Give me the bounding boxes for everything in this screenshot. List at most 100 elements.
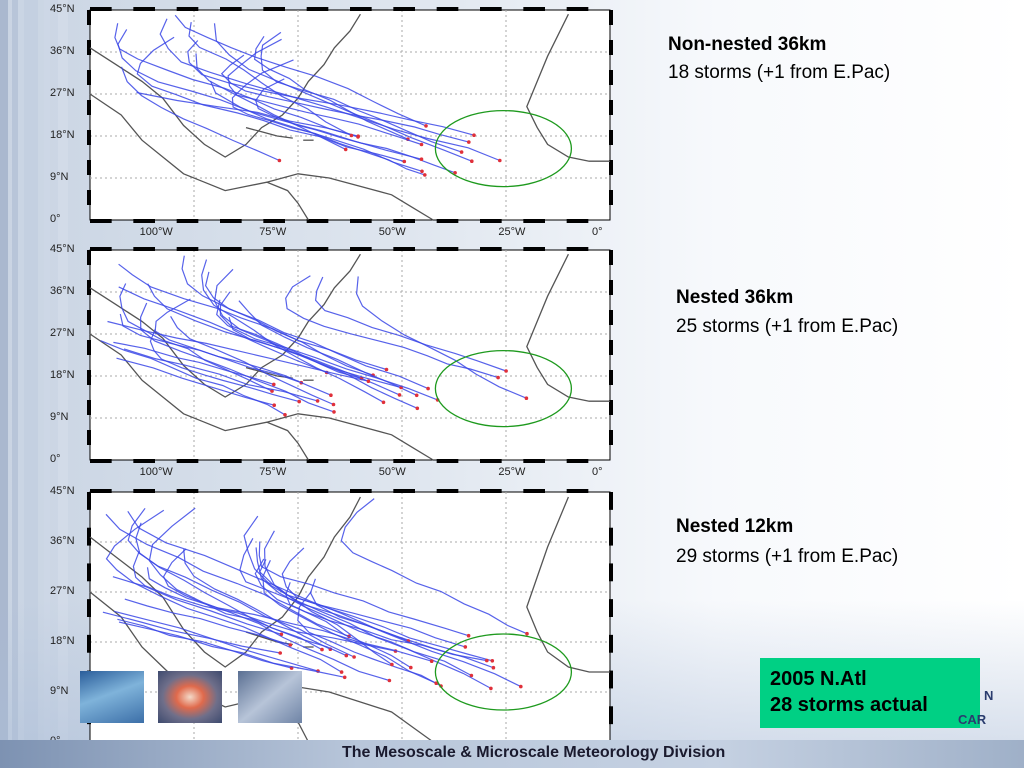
border-tick — [523, 7, 545, 11]
coastline — [526, 13, 610, 162]
storm-genesis-point — [489, 686, 493, 691]
border-tick — [87, 130, 91, 145]
border-tick — [350, 247, 372, 251]
actual-line-2: 28 storms actual — [770, 694, 928, 716]
border-tick — [220, 247, 242, 251]
longitude-label: 25°W — [498, 226, 526, 238]
storm-track — [123, 348, 318, 402]
border-tick — [306, 459, 329, 463]
storm-track — [262, 559, 437, 684]
border-tick — [87, 370, 91, 385]
border-tick — [523, 489, 545, 493]
border-tick — [263, 459, 285, 463]
storm-genesis-point — [472, 133, 476, 137]
hurricane-eye-image-icon — [158, 671, 222, 723]
storm-track — [136, 91, 359, 137]
latitude-label: 36°N — [50, 285, 75, 297]
border-tick — [306, 489, 329, 493]
storm-track — [188, 22, 352, 137]
storm-track — [105, 509, 342, 673]
storm-genesis-point — [419, 142, 424, 147]
storm-track — [127, 507, 355, 658]
border-tick — [480, 247, 502, 251]
longitude-label: 100°W — [139, 466, 173, 478]
storm-genesis-point — [426, 386, 430, 391]
border-tick — [609, 130, 613, 145]
storm-genesis-point — [424, 124, 428, 128]
panel-3-title: Nested 12km — [676, 516, 794, 537]
storm-genesis-point — [490, 659, 495, 663]
border-tick — [436, 247, 459, 251]
border-tick — [90, 247, 112, 251]
storm-track — [253, 35, 409, 140]
longitude-label: 100°W — [139, 226, 173, 238]
border-tick — [133, 219, 155, 223]
storm-genesis-point — [343, 147, 348, 152]
border-tick — [609, 40, 613, 55]
storm-genesis-point — [498, 158, 502, 163]
border-tick — [263, 219, 285, 223]
storm-genesis-point — [414, 393, 419, 398]
storm-genesis-point — [466, 633, 471, 638]
storm-track — [285, 582, 487, 662]
border-tick — [609, 706, 613, 725]
coastline — [89, 13, 361, 158]
border-tick — [87, 70, 91, 85]
border-tick — [350, 489, 372, 493]
storm-genesis-point — [272, 403, 277, 408]
longitude-label: 50°W — [378, 226, 406, 238]
storm-track — [147, 283, 402, 389]
storm-genesis-point — [339, 670, 344, 674]
storm-track — [116, 357, 275, 406]
storm-genesis-point — [342, 675, 347, 680]
border-tick — [609, 634, 613, 653]
storm-genesis-point — [278, 651, 283, 655]
storm-track — [162, 548, 347, 657]
storm-track — [117, 29, 422, 160]
border-tick — [480, 459, 502, 463]
border-tick — [133, 489, 155, 493]
storm-track — [105, 513, 350, 637]
border-tick — [609, 70, 613, 85]
storm-track — [187, 40, 475, 136]
border-tick — [263, 7, 285, 11]
longitude-label: 75°W — [259, 226, 287, 238]
border-tick — [609, 599, 613, 617]
border-tick — [306, 7, 329, 11]
storm-genesis-point — [387, 678, 392, 683]
border-tick — [87, 340, 91, 355]
border-tick — [609, 563, 613, 582]
border-tick — [133, 247, 155, 251]
border-tick — [609, 670, 613, 689]
border-tick — [566, 489, 589, 493]
border-tick — [480, 219, 502, 223]
border-tick — [87, 310, 91, 325]
storm-track — [102, 611, 281, 654]
storm-genesis-point — [525, 631, 529, 636]
panel-1-title: Non-nested 36km — [668, 34, 827, 55]
latitude-label: 45°N — [50, 243, 75, 255]
border-tick — [87, 599, 91, 617]
cape-verde-highlight-circle — [434, 633, 573, 711]
latitude-label: 27°N — [50, 87, 75, 99]
border-tick — [609, 340, 613, 355]
storm-track — [201, 259, 384, 403]
border-tick — [609, 100, 613, 115]
storm-genesis-point — [366, 379, 371, 384]
border-tick — [220, 459, 242, 463]
storm-genesis-point — [491, 665, 496, 670]
cloud-image-icon — [238, 671, 302, 723]
storm-genesis-point — [429, 659, 434, 663]
storm-track — [181, 255, 374, 376]
coastline — [526, 253, 610, 402]
storm-genesis-point — [270, 389, 274, 393]
border-tick — [350, 219, 372, 223]
storm-genesis-point — [283, 413, 287, 417]
border-tick — [133, 459, 155, 463]
storm-genesis-point — [496, 375, 500, 380]
storm-genesis-point — [397, 393, 402, 397]
border-tick — [609, 160, 613, 175]
